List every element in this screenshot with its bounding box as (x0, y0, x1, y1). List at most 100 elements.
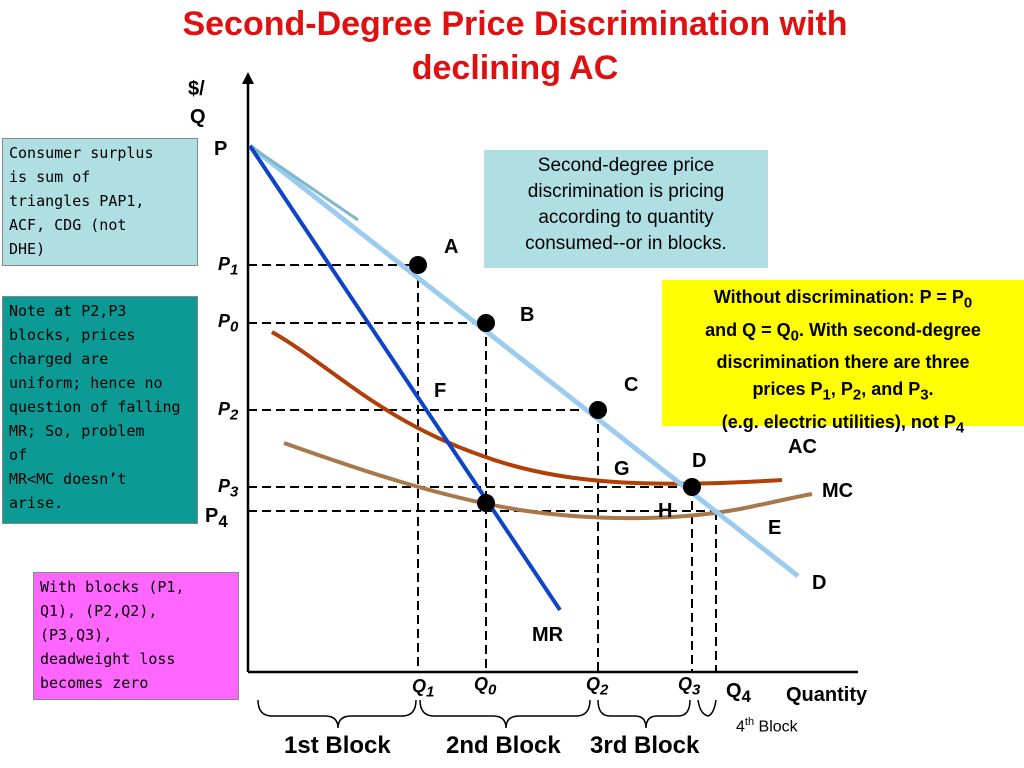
note-sub: 2 (852, 386, 862, 404)
brace-fourth-block (697, 699, 717, 717)
quantity-label-q4: Q4 (726, 680, 751, 707)
label-sub: 3 (230, 483, 239, 501)
point-c-dot (589, 401, 607, 419)
ac-curve (271, 330, 783, 486)
curve-label-ac: AC (788, 436, 817, 458)
note-text: Without discrimination: P = P (713, 287, 964, 307)
note-line: blocks, prices (9, 326, 136, 344)
price-label-p3: P3 (218, 476, 238, 501)
note-line: Q1), (P2,Q2), (40, 602, 158, 620)
point-label-d: D (692, 450, 707, 472)
note-line: discrimination is pricing (527, 181, 725, 202)
point-label-c: C (624, 374, 639, 396)
note-line: uniform; hence no (9, 374, 163, 392)
brace-third-block (597, 699, 691, 729)
consumer-surplus-note: Consumer surplus is sum of triangles PAP… (2, 138, 198, 266)
quantity-label-q3: Q3 (678, 674, 700, 699)
note-line: ACF, CDG (not (9, 216, 127, 234)
price-label-p1: P1 (218, 254, 238, 279)
quantity-label-q2: Q2 (586, 674, 608, 699)
note-text: , and P (861, 379, 921, 400)
note-line: is sum of (9, 168, 91, 186)
note-line: (P3,Q3), (40, 626, 113, 644)
point-label-b: B (520, 304, 535, 326)
label-text: Q (586, 674, 601, 694)
note-text: (e.g. electric utilities), not P (721, 411, 956, 432)
point-label-a: A (444, 236, 459, 258)
demand-curve (248, 144, 800, 578)
label-text: P (218, 476, 231, 496)
note-line: consumed--or in blocks. (525, 233, 727, 254)
note-line: (e.g. electric utilities), not P4 (664, 409, 1022, 442)
note-sub: 0 (790, 327, 799, 345)
note-text: . (928, 379, 934, 400)
quantity-label-q1: Q1 (412, 676, 434, 701)
label-text: Q (678, 674, 693, 694)
point-mr-mc-dot (477, 494, 495, 512)
point-label-h: H (658, 500, 673, 522)
y-axis-arrow (242, 72, 254, 84)
label-sub: 2 (600, 681, 609, 699)
price-label-p2: P2 (218, 399, 238, 424)
block-label-first: 1st Block (284, 732, 391, 759)
title-line-1: Second-Degree Price Discrimination with (182, 5, 848, 43)
point-label-e: E (768, 517, 782, 539)
label-text: 4 (736, 718, 745, 736)
note-line: Second-degree price (537, 155, 715, 176)
note-line: charged are (9, 350, 109, 368)
title-line-2: declining AC (411, 49, 619, 87)
note-line: triangles PAP1, (9, 192, 145, 210)
page-title: Second-Degree Price Discrimination with … (80, 2, 950, 90)
mc-curve (283, 441, 813, 521)
note-line: Note at P2,P3 (9, 302, 127, 320)
deadweight-note: With blocks (P1, Q1), (P2,Q2), (P3,Q3), … (33, 572, 239, 700)
block-label-fourth: 4th Block (736, 716, 798, 736)
label-sub: 0 (230, 318, 239, 336)
note-line: MR; So, problem (9, 422, 145, 440)
label-sub: 0 (488, 681, 497, 699)
note-sub: 1 (822, 386, 831, 404)
price-guide-lines (248, 264, 716, 512)
note-line: of (9, 446, 28, 464)
y-axis-label-line-1: $/ (188, 78, 205, 100)
block-braces (257, 699, 717, 729)
note-line: With blocks (P1, (40, 578, 185, 596)
label-text: Q (474, 674, 489, 694)
point-d-dot (683, 478, 701, 496)
note-sub: 3 (920, 386, 929, 404)
without-discrimination-note: Without discrimination: P = P 0 and Q = Q… (662, 280, 1024, 436)
label-text: P (218, 399, 231, 419)
label-sup: th (744, 716, 755, 728)
price-label-p4: P4 (205, 505, 228, 532)
point-b-dot (477, 314, 495, 332)
note-text: prices P (752, 379, 823, 400)
note-line: question of falling (9, 398, 181, 416)
quantity-label-q0: Q0 (474, 674, 496, 699)
note-line: becomes zero (40, 674, 149, 692)
note-line: and Q = Q0. With second-degree (664, 317, 1022, 350)
label-text: P (218, 254, 231, 274)
label-sub: 1 (426, 683, 435, 701)
label-text: Q (726, 680, 742, 702)
label-text: P (205, 505, 219, 527)
label-sub: 4 (218, 512, 228, 531)
curve-label-mc: MC (822, 480, 854, 502)
note-text: , P (830, 379, 853, 400)
note-line: arise. (9, 494, 64, 512)
block-label-third: 3rd Block (590, 732, 700, 759)
price-label-p0: P0 (218, 311, 238, 336)
point-a-dot (409, 256, 427, 274)
note-line: prices P1, P2, and P3. (664, 376, 1022, 409)
point-label-f: F (434, 380, 447, 402)
note-line: deadweight loss (40, 650, 176, 668)
y-axis-label-line-2: Q (190, 106, 206, 128)
block-label-second: 2nd Block (446, 732, 561, 759)
x-axis-label: Quantity (786, 684, 868, 706)
label-sub: 2 (230, 406, 239, 424)
point-label-g: G (614, 458, 630, 480)
label-sub: 1 (230, 261, 239, 279)
curve-label-d: D (812, 572, 827, 594)
note-line: MR<MC doesn’t (9, 470, 127, 488)
demand-curve-top-segment (249, 144, 359, 222)
label-text: Q (412, 676, 427, 696)
